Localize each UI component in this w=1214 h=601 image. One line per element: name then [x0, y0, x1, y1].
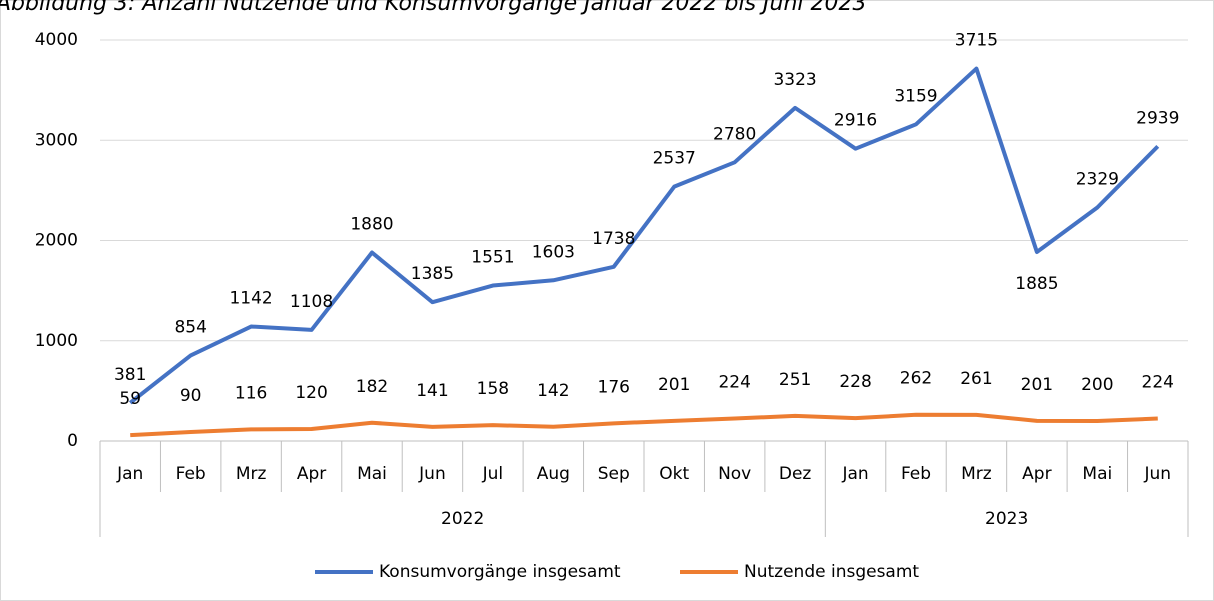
y-tick-label: 2000 — [35, 231, 78, 251]
y-tick-label: 1000 — [35, 331, 78, 351]
data-label: 854 — [174, 317, 206, 337]
data-label: 1142 — [229, 289, 272, 309]
legend-label: Nutzende insgesamt — [744, 562, 919, 582]
x-tick-label: Okt — [659, 464, 689, 484]
x-tick-label: Jun — [1143, 464, 1171, 484]
data-label: 1603 — [532, 242, 575, 262]
chart-title: Abbildung 3: Anzahl Nutzende und Konsumv… — [0, 0, 867, 16]
data-label: 158 — [477, 379, 509, 399]
y-tick-label: 0 — [67, 431, 78, 451]
data-label: 116 — [235, 383, 267, 403]
data-label: 224 — [718, 373, 750, 393]
y-tick-label: 3000 — [35, 130, 78, 150]
group-label: 2023 — [985, 509, 1028, 529]
data-label: 1880 — [350, 215, 393, 235]
x-tick-label: Feb — [901, 464, 931, 484]
x-tick-label: Mai — [357, 464, 387, 484]
legend-label: Konsumvorgänge insgesamt — [379, 562, 621, 582]
data-label: 142 — [537, 381, 569, 401]
x-tick-label: Mai — [1082, 464, 1112, 484]
data-label: 176 — [598, 377, 630, 397]
data-label: 228 — [839, 372, 871, 392]
data-label: 2916 — [834, 111, 877, 131]
group-label: 2022 — [441, 509, 484, 529]
data-label: 1108 — [290, 292, 333, 312]
x-tick-label: Jul — [482, 464, 504, 484]
x-tick-label: Jan — [841, 464, 868, 484]
x-tick-label: Aug — [537, 464, 570, 484]
data-label: 3159 — [894, 86, 937, 106]
data-label: 2329 — [1076, 170, 1119, 190]
data-label: 200 — [1081, 375, 1113, 395]
series-line — [130, 412, 1158, 438]
data-label: 201 — [658, 375, 690, 395]
data-label: 3715 — [955, 31, 998, 51]
series-line — [128, 66, 1160, 405]
x-tick-label: Mrz — [961, 464, 992, 484]
data-label: 262 — [900, 369, 932, 389]
data-label: 261 — [960, 369, 992, 389]
data-label: 224 — [1142, 373, 1174, 393]
data-label: 1385 — [411, 264, 454, 284]
data-label: 201 — [1021, 375, 1053, 395]
data-label: 2780 — [713, 124, 756, 144]
y-tick-label: 4000 — [35, 30, 78, 50]
x-tick-label: Mrz — [236, 464, 267, 484]
data-label: 2537 — [653, 149, 696, 169]
data-label: 90 — [180, 386, 202, 406]
x-tick-label: Feb — [176, 464, 206, 484]
data-label: 59 — [119, 389, 141, 409]
data-label: 141 — [416, 381, 448, 401]
x-tick-label: Nov — [718, 464, 751, 484]
x-tick-label: Jan — [116, 464, 143, 484]
data-label: 1551 — [471, 248, 514, 268]
x-tick-label: Apr — [297, 464, 326, 484]
x-tick-label: Apr — [1022, 464, 1051, 484]
x-tick-label: Jun — [418, 464, 446, 484]
data-label: 251 — [779, 370, 811, 390]
data-label: 3323 — [773, 70, 816, 90]
x-tick-label: Dez — [779, 464, 812, 484]
data-label: 1885 — [1015, 274, 1058, 294]
data-label: 2939 — [1136, 108, 1179, 128]
data-label: 1738 — [592, 229, 635, 249]
data-label: 120 — [295, 383, 327, 403]
x-tick-label: Sep — [598, 464, 630, 484]
data-label: 381 — [114, 365, 146, 385]
data-label: 182 — [356, 377, 388, 397]
